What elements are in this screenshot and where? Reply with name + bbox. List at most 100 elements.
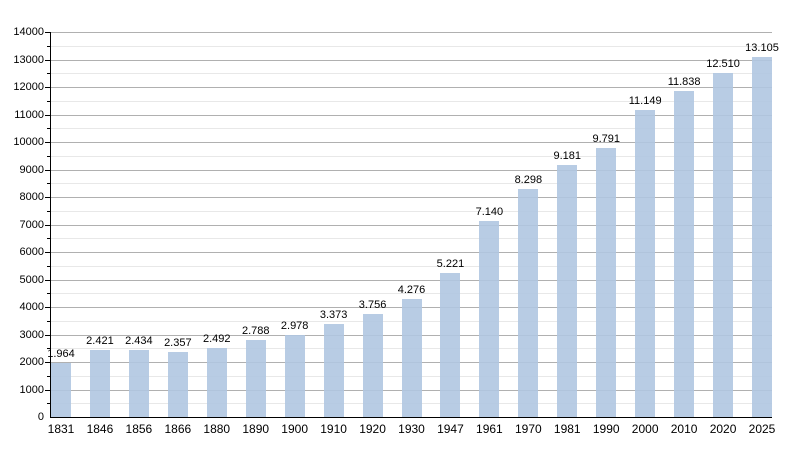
y-tick-major [45, 197, 50, 198]
y-tick-minor [47, 100, 50, 102]
y-tick-minor [47, 155, 50, 157]
x-axis-tick-label: 1930 [398, 422, 425, 436]
bar-1846 [89, 350, 110, 417]
y-axis-tick-label: 13000 [13, 53, 44, 66]
y-tick-major [45, 389, 50, 391]
bar-1910 [323, 324, 344, 417]
bar-value-label: 5.221 [436, 258, 465, 271]
y-tick-major [45, 279, 50, 281]
bar-value-label: 8.298 [514, 173, 543, 186]
gridline-minor [51, 155, 772, 157]
gridline-minor [51, 128, 772, 130]
x-axis-tick-label: 1970 [514, 422, 542, 436]
bar-value-label: 2.788 [241, 325, 270, 338]
bar-1990 [596, 147, 617, 417]
bar-1900 [284, 335, 305, 417]
y-tick-major [45, 169, 50, 171]
bar-1930 [401, 299, 422, 417]
gridline-minor [51, 45, 772, 47]
bar-value-label: 11.838 [667, 76, 701, 89]
y-axis-tick-label: 7000 [19, 218, 44, 231]
y-tick-major [45, 32, 50, 33]
x-axis-tick-label: 1866 [164, 422, 192, 436]
bar-value-label: 2.357 [164, 337, 192, 350]
y-tick-minor [47, 320, 50, 322]
bar-value-label: 2.421 [86, 335, 114, 348]
bar-1880 [206, 348, 227, 417]
bar-1890 [245, 340, 266, 417]
x-axis-tick-label: 2020 [709, 422, 737, 436]
plot-area: 1.964 2.421 2.434 2.357 2.492 2.788 2.978 3.373… [45, 32, 779, 418]
gridline-major [51, 279, 772, 281]
bar-value-label: 2.978 [280, 320, 309, 333]
y-axis-tick-label: 6000 [19, 246, 44, 258]
bar-2025 [752, 56, 772, 417]
x-axis-tick-label: 2025 [748, 422, 776, 436]
bar-1831 [51, 363, 71, 417]
bar-value-label: 12.510 [706, 57, 740, 70]
y-tick-major [45, 59, 50, 61]
y-axis-tick-label: 9000 [19, 163, 44, 176]
bar-1920 [362, 313, 383, 417]
y-tick-minor [47, 293, 50, 295]
x-axis-tick-label: 1846 [86, 422, 114, 436]
bar-1970 [518, 188, 539, 417]
y-tick-minor [47, 403, 50, 405]
x-axis-tick-label: 1910 [320, 422, 347, 436]
y-tick-minor [47, 183, 50, 185]
bar-value-label: 4.276 [397, 284, 426, 297]
y-axis-tick-label: 1000 [19, 383, 44, 396]
bar-value-label: 11.149 [628, 95, 662, 108]
x-axis-tick-label: 1831 [47, 422, 75, 436]
x-axis-tick-label: 1900 [281, 422, 309, 436]
y-tick-minor [47, 265, 50, 267]
y-tick-minor [47, 128, 50, 130]
gridline-minor [51, 100, 772, 102]
x-axis-tick-label: 1961 [476, 422, 503, 436]
bar-value-label: 9.181 [553, 149, 582, 162]
bar-1866 [167, 352, 188, 417]
gridline-major [51, 169, 772, 171]
y-tick-major [45, 252, 50, 253]
bar-value-label: 2.492 [203, 333, 231, 346]
bar-value-label: 3.373 [319, 309, 348, 322]
y-axis: 0 1000 2000 3000 4000 5000 6000 7000 8000 9000 100… [0, 26, 44, 423]
bar-value-label: 13.105 [745, 41, 779, 54]
gridline-major [51, 59, 772, 61]
bar-1961 [479, 220, 500, 417]
y-tick-major [45, 362, 50, 363]
x-axis-tick-label: 1920 [359, 422, 386, 436]
y-tick-minor [47, 73, 50, 75]
gridline-major [51, 142, 772, 143]
y-axis-tick-label: 2000 [19, 356, 44, 368]
y-tick-minor [47, 375, 50, 377]
y-tick-major [45, 114, 50, 116]
y-tick-major [45, 307, 50, 308]
y-axis-tick-label: 8000 [19, 191, 44, 203]
y-axis-tick-label: 3000 [19, 328, 44, 341]
y-tick-minor [47, 45, 50, 47]
gridline-minor [51, 183, 772, 185]
bar-value-label: 1.964 [47, 348, 75, 360]
gridline-minor [51, 73, 772, 75]
gridline-major [51, 197, 772, 198]
y-axis-tick-label: 14000 [13, 26, 44, 38]
gridline-minor [51, 265, 772, 267]
x-axis: 1831 1846 1856 1866 1880 1890 1900 1910 1920 1930… [47, 422, 776, 440]
y-tick-major [45, 224, 50, 226]
x-axis-tick-label: 1890 [242, 422, 270, 436]
gridline-major [51, 32, 772, 33]
y-axis-tick-label: 4000 [19, 301, 44, 313]
gridline-major [51, 224, 772, 226]
x-axis-tick-label: 1947 [437, 422, 464, 436]
x-axis-tick-label: 2000 [631, 422, 659, 436]
bar-value-label: 3.756 [358, 298, 387, 311]
gridline-minor [51, 210, 772, 212]
y-tick-minor [47, 210, 50, 212]
x-axis-tick-label: 1880 [203, 422, 231, 436]
bar-value-label: 7.140 [475, 205, 504, 218]
y-tick-minor [47, 238, 50, 240]
bar-2020 [713, 72, 734, 417]
y-axis-tick-label: 5000 [19, 273, 44, 286]
